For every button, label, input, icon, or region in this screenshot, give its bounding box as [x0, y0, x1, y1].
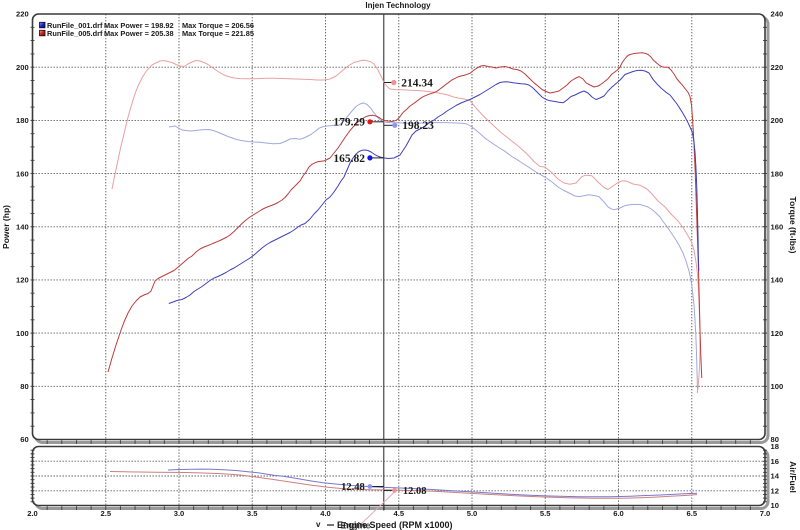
- svg-text:120: 120: [771, 329, 784, 338]
- svg-text:6.5: 6.5: [687, 509, 698, 518]
- svg-text:180: 180: [771, 169, 784, 178]
- svg-text:80: 80: [20, 382, 28, 391]
- svg-text:Max Power = 205.38: Max Power = 205.38: [104, 29, 174, 38]
- svg-text:Engine Speed (RPM x1000): Engine Speed (RPM x1000): [337, 520, 453, 530]
- svg-text:5.5: 5.5: [540, 509, 551, 518]
- svg-text:7.0: 7.0: [760, 509, 771, 518]
- svg-text:12: 12: [771, 486, 779, 495]
- svg-text:Engine: Engine: [341, 521, 371, 530]
- svg-text:Injen Technology: Injen Technology: [365, 1, 431, 10]
- svg-text:10: 10: [771, 501, 779, 510]
- svg-text:140: 140: [771, 276, 784, 285]
- svg-text:160: 160: [16, 169, 29, 178]
- svg-text:Power (hp): Power (hp): [1, 205, 11, 249]
- svg-text:3.0: 3.0: [174, 509, 185, 518]
- svg-text:180: 180: [16, 116, 29, 125]
- svg-text:16: 16: [771, 457, 779, 466]
- svg-text:RunFile_005.drf: RunFile_005.drf: [47, 29, 103, 38]
- svg-text:Max Torque = 206.56: Max Torque = 206.56: [182, 21, 254, 30]
- svg-text:214.34: 214.34: [401, 77, 433, 89]
- svg-text:RunFile_001.drf: RunFile_001.drf: [47, 21, 103, 30]
- svg-text:2.0: 2.0: [27, 509, 38, 518]
- svg-text:2.5: 2.5: [101, 509, 112, 518]
- svg-text:Torque (ft-lbs): Torque (ft-lbs): [788, 197, 798, 254]
- svg-text:Air/Fuel: Air/Fuel: [788, 461, 798, 493]
- svg-text:200: 200: [771, 116, 784, 125]
- svg-text:6.0: 6.0: [613, 509, 624, 518]
- svg-text:Max Torque = 221.85: Max Torque = 221.85: [182, 29, 254, 38]
- svg-text:4.5: 4.5: [394, 509, 405, 518]
- svg-text:100: 100: [771, 382, 784, 391]
- svg-text:12.48: 12.48: [341, 482, 365, 493]
- svg-text:4.0: 4.0: [320, 509, 331, 518]
- svg-text:240: 240: [771, 10, 784, 19]
- svg-text:5.0: 5.0: [467, 509, 478, 518]
- svg-text:18: 18: [771, 442, 779, 451]
- svg-text:3.5: 3.5: [247, 509, 258, 518]
- svg-text:179.29: 179.29: [333, 117, 365, 129]
- svg-text:220: 220: [16, 10, 29, 19]
- svg-text:120: 120: [16, 276, 29, 285]
- svg-text:12.08: 12.08: [403, 486, 427, 497]
- svg-text:198.23: 198.23: [402, 120, 434, 132]
- svg-text:v: v: [316, 520, 321, 529]
- svg-text:160: 160: [771, 222, 784, 231]
- svg-text:200: 200: [16, 63, 29, 72]
- svg-text:Max Power = 198.92: Max Power = 198.92: [104, 21, 174, 30]
- svg-text:165.82: 165.82: [333, 153, 365, 165]
- svg-text:220: 220: [771, 63, 784, 72]
- svg-text:140: 140: [16, 222, 29, 231]
- svg-text:14: 14: [771, 472, 780, 481]
- svg-text:80: 80: [771, 435, 779, 444]
- svg-text:60: 60: [20, 435, 28, 444]
- svg-text:100: 100: [16, 329, 29, 338]
